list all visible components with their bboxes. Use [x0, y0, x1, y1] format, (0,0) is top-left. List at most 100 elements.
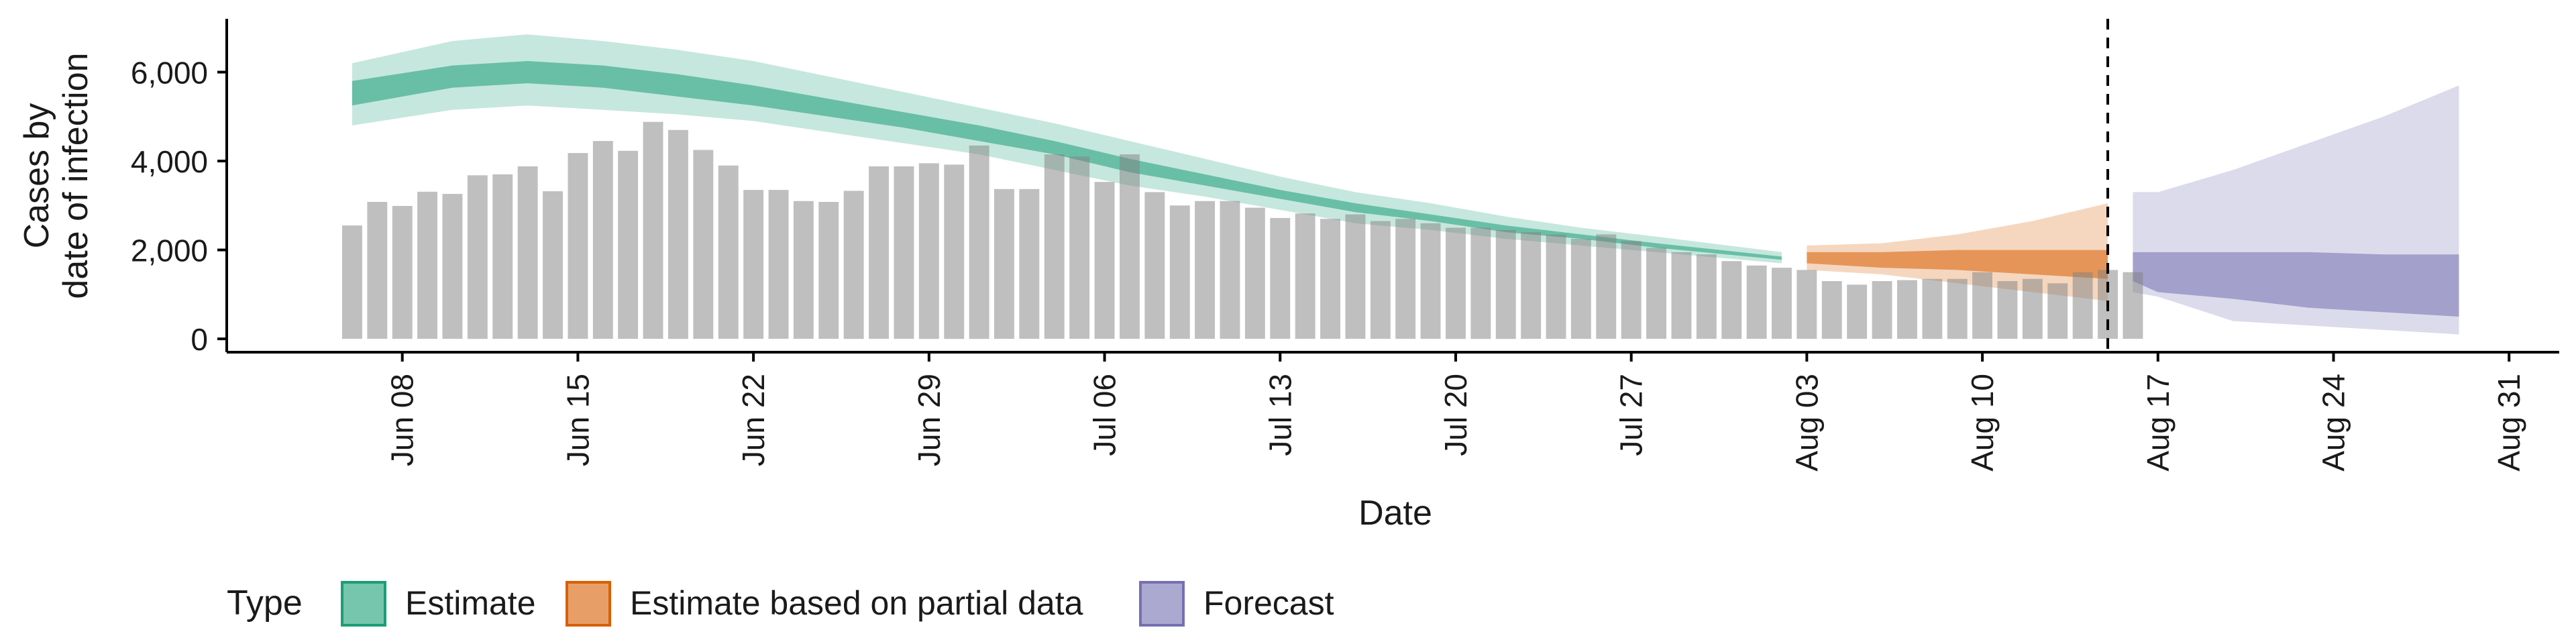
legend: Type Estimate Estimate based on partial d… [227, 581, 1334, 627]
case-bar [1922, 278, 1943, 339]
x-tick-label: Aug 10 [1965, 374, 2000, 472]
axes-layer [225, 19, 2559, 354]
case-bar [342, 225, 362, 339]
case-bar [1621, 241, 1642, 339]
legend-label-estimate-based-on-partial-data: Estimate based on partial data [630, 584, 1083, 622]
case-bar [1746, 265, 1767, 339]
x-tick-label: Aug 24 [2316, 374, 2351, 472]
case-bar [1847, 284, 1868, 339]
x-tick-label: Jun 08 [385, 374, 420, 466]
legend-label-forecast: Forecast [1203, 584, 1334, 622]
case-bar [718, 165, 739, 339]
case-bar [1446, 227, 1466, 339]
case-bar [693, 150, 714, 339]
x-tick-label: Jul 06 [1087, 374, 1122, 456]
case-bar [994, 189, 1014, 339]
y-tick-label: 4,000 [131, 144, 208, 179]
case-bar [592, 141, 613, 339]
case-bar [1696, 254, 1717, 339]
case-bar [442, 194, 463, 339]
legend-items: Estimate Estimate based on partial data Fo… [341, 581, 1334, 627]
case-bar [2047, 283, 2068, 339]
x-axis-label: Date [1358, 494, 1432, 533]
case-bar [668, 129, 688, 339]
case-bar [1546, 234, 1566, 339]
case-bar [1671, 252, 1692, 339]
case-bar [969, 145, 989, 339]
x-tick-label: Aug 17 [2141, 374, 2176, 472]
case-bar [1320, 219, 1340, 339]
case-bar [818, 202, 839, 339]
case-bar [1044, 154, 1065, 339]
case-bar [517, 166, 538, 339]
x-ticks: Jun 08 Jun 15 Jun 22 Jun 29 Jul 06 Jul 13 Jul … [385, 352, 2526, 472]
case-bar [843, 191, 864, 339]
case-bar [1220, 201, 1240, 339]
legend-key-estimate-based-on-partial-data [566, 581, 611, 627]
case-bar [1897, 280, 1917, 339]
case-bar [1570, 239, 1591, 339]
case-bar [1972, 272, 1992, 339]
x-tick-label: Jul 13 [1263, 374, 1297, 456]
case-bar [944, 164, 965, 339]
ribbon-layer [352, 34, 2459, 335]
case-bar [1069, 156, 1090, 339]
case-bar [568, 153, 588, 339]
case-bar [1947, 278, 1968, 339]
case-bar [492, 174, 513, 339]
legend-label-estimate: Estimate [405, 584, 536, 622]
case-bar [1144, 192, 1165, 339]
case-bar [1370, 221, 1391, 339]
case-bar [1997, 281, 2018, 339]
case-bar [543, 191, 563, 339]
case-bar [1796, 270, 1817, 339]
case-bar [1772, 268, 1792, 339]
estimate-band-50 [352, 61, 1782, 260]
case-bar [2072, 272, 2093, 339]
bars-layer [342, 121, 2143, 339]
case-bar [1395, 219, 1416, 339]
case-bar [1521, 232, 1542, 339]
legend-key-estimate [341, 581, 386, 627]
case-bar [1169, 205, 1190, 339]
estimate-based-on-partial-data-band-50 [1807, 250, 2108, 279]
case-bar [894, 166, 914, 339]
case-bar [1596, 234, 1617, 339]
x-tick-label: Jul 27 [1614, 374, 1649, 456]
y-axis-label-line-2: date of infection [56, 52, 95, 299]
case-bar [1872, 281, 1892, 339]
y-ticks: 0 2,000 4,000 6,000 [131, 56, 227, 357]
legend-title: Type [227, 584, 303, 623]
case-bar [1821, 281, 1842, 339]
x-tick-label: Jun 29 [912, 374, 947, 466]
case-bar [1721, 261, 1742, 339]
y-tick-label: 6,000 [131, 56, 208, 91]
case-bar [618, 150, 639, 339]
y-axis-label-line-1: Cases by [17, 103, 56, 249]
case-bar [392, 206, 413, 339]
x-tick-label: Jun 15 [560, 374, 595, 466]
case-bar [417, 191, 437, 339]
y-tick-label: 0 [191, 322, 208, 357]
x-tick-label: Jun 22 [736, 374, 771, 466]
y-tick-label: 2,000 [131, 233, 208, 268]
case-bar [918, 163, 939, 339]
case-bar [367, 202, 388, 339]
legend-key-forecast [1139, 581, 1185, 627]
case-bar [2123, 272, 2143, 339]
case-bar [467, 175, 488, 339]
case-bar [2022, 278, 2043, 339]
case-bar [743, 190, 764, 339]
case-bar [1470, 227, 1491, 339]
case-bar [1295, 213, 1316, 339]
case-bar [793, 201, 814, 339]
case-bar [1120, 154, 1140, 339]
case-bar [1270, 217, 1291, 339]
case-bar [869, 166, 889, 339]
case-bar [1345, 214, 1366, 339]
case-bar [643, 121, 663, 339]
case-bar [1019, 189, 1040, 339]
case-bar [1495, 229, 1516, 339]
